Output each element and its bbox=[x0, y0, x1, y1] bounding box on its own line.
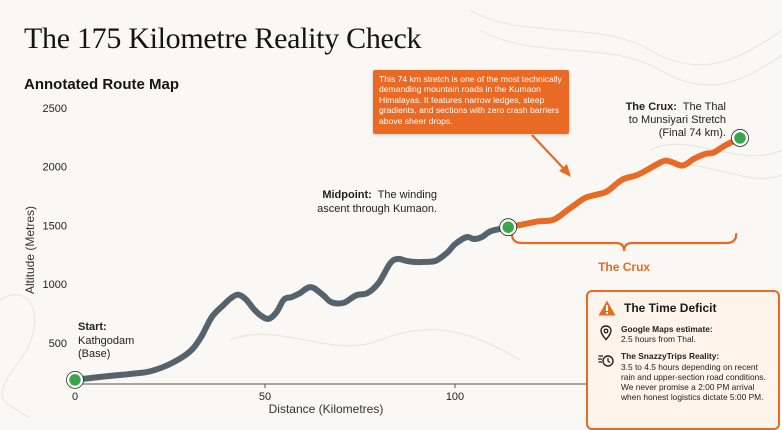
start-marker bbox=[66, 371, 84, 389]
google-estimate-text: 2.5 hours from Thal. bbox=[621, 334, 696, 345]
crux-brace-label: The Crux bbox=[598, 260, 650, 274]
time-deficit-item-reality: The SnazzyTrips Reality: 3.5 to 4.5 hour… bbox=[598, 351, 768, 402]
midpoint-marker-ring bbox=[499, 218, 518, 237]
time-deficit-item-google: Google Maps estimate: 2.5 hours from Tha… bbox=[598, 324, 768, 344]
y-axis-title: Altitude (Metres) bbox=[23, 206, 37, 294]
annotation-crux-end: The Crux: The Thal to Munsiyari Stretch … bbox=[626, 101, 726, 139]
y-tick-label: 1000 bbox=[43, 279, 67, 291]
start-label-line2: (Base) bbox=[78, 348, 110, 360]
y-tick-label: 2500 bbox=[43, 103, 67, 115]
crux-end-label-title: The Crux: bbox=[626, 101, 677, 113]
crux-end-marker-ring bbox=[731, 129, 749, 147]
svg-text:Midpoint: The winding: Midpoint: The winding bbox=[322, 189, 437, 201]
midpoint-label-line2: ascent through Kumaon. bbox=[317, 203, 437, 215]
route-line-base bbox=[72, 224, 512, 383]
start-label-line1: Kathgodam bbox=[78, 335, 134, 347]
route-line-crux bbox=[505, 134, 743, 231]
crux-end-marker bbox=[731, 129, 749, 147]
annotation-start: Start: Kathgodam (Base) bbox=[78, 321, 134, 360]
x-tick-label: 50 bbox=[259, 391, 271, 403]
crux-end-label-line3: (Final 74 km). bbox=[659, 127, 726, 139]
x-tick-label: 0 bbox=[72, 391, 78, 403]
start-marker-ring bbox=[66, 370, 84, 389]
annotation-midpoint: Midpoint: The winding ascent through Kum… bbox=[317, 189, 437, 215]
x-axis: 050100150 Distance (Kilometres) bbox=[72, 383, 740, 416]
midpoint-marker bbox=[499, 218, 517, 236]
midpoint-label-rest: The winding bbox=[378, 189, 437, 201]
start-label-title: Start: bbox=[78, 321, 107, 333]
map-pin-icon bbox=[600, 325, 612, 341]
route-chart: 050100150 Distance (Kilometres) 50010001… bbox=[0, 9, 782, 418]
svg-text:The Crux: The Thal: The Crux: The Thal bbox=[626, 101, 726, 113]
crux-callout-text: This 74 km stretch is one of the most te… bbox=[379, 74, 562, 126]
x-tick-label: 100 bbox=[446, 391, 464, 403]
x-axis-title: Distance (Kilometres) bbox=[269, 402, 384, 416]
crux-brace: The Crux bbox=[510, 232, 738, 274]
y-tick-label: 500 bbox=[49, 338, 67, 350]
google-estimate-label: Google Maps estimate: bbox=[621, 324, 713, 334]
page-title: The 175 Kilometre Reality Check bbox=[24, 22, 422, 55]
terrain-contours bbox=[0, 9, 782, 418]
crux-end-label-line2: to Munsiyari Stretch bbox=[629, 114, 726, 126]
reality-label: The SnazzyTrips Reality: bbox=[621, 351, 720, 362]
chart-subtitle: Annotated Route Map bbox=[24, 76, 179, 93]
crux-end-label-rest: The Thal bbox=[683, 101, 726, 113]
crux-callout-box: This 74 km stretch is one of the most te… bbox=[373, 70, 569, 134]
y-tick-label: 2000 bbox=[43, 162, 67, 174]
callout-arrow bbox=[531, 134, 571, 177]
midpoint-label-title: Midpoint: bbox=[322, 189, 371, 201]
y-tick-label: 1500 bbox=[43, 220, 67, 232]
reality-text: 3.5 to 4.5 hours depending on recent rai… bbox=[621, 361, 766, 403]
y-axis: 500 1000 1500 2000 2500 Altitude (Metres) bbox=[23, 103, 67, 350]
time-deficit-card: The Time Deficit Google Maps estimate: 2… bbox=[586, 290, 780, 430]
time-deficit-title: The Time Deficit bbox=[624, 301, 717, 315]
fast-clock-icon bbox=[598, 355, 614, 368]
warning-icon bbox=[598, 300, 616, 316]
